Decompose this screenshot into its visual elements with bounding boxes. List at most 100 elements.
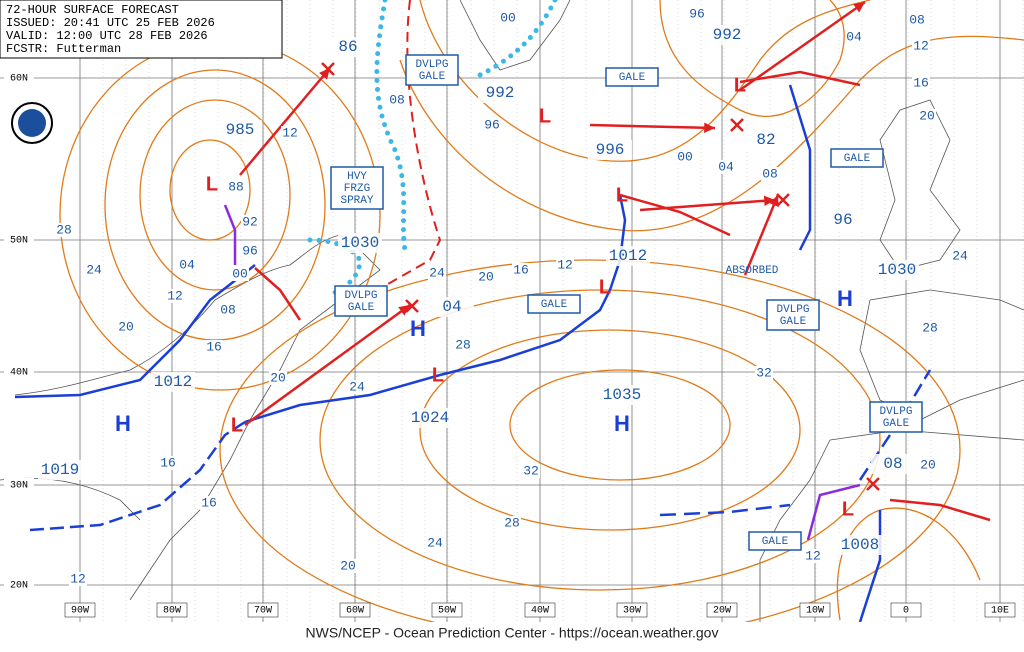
isobar-label-bg bbox=[951, 249, 969, 263]
isobar-label-bg bbox=[166, 289, 184, 303]
isobar bbox=[509, 369, 731, 481]
labels: 60N 50N 40N 30N 20N 90W 80W 70W 60W 50W 40W 30W 20W 1… bbox=[4, 6, 1016, 618]
center-pressure: 1012 bbox=[154, 373, 192, 391]
isobar-label: 04 bbox=[718, 159, 734, 174]
isobar-label-bg bbox=[556, 258, 574, 272]
longitude-label: 40W bbox=[531, 606, 549, 617]
warm-front bbox=[739, 70, 861, 87]
low-center: L bbox=[599, 276, 611, 298]
coordinate-box bbox=[4, 478, 34, 492]
warning-box bbox=[405, 54, 459, 86]
header-line: 72-HOUR SURFACE FORECAST bbox=[6, 3, 179, 17]
isobar-label-bg bbox=[454, 338, 472, 352]
cold-front bbox=[439, 289, 612, 377]
isobar-label: 96 bbox=[689, 6, 705, 21]
isobar-label-bg bbox=[159, 456, 177, 470]
isobar-label-bg bbox=[483, 118, 501, 132]
tracks bbox=[239, 0, 880, 491]
isobar-label-bg bbox=[231, 267, 249, 281]
center-pressure: 1024 bbox=[411, 409, 449, 427]
isobar-label: 28 bbox=[56, 222, 72, 237]
isobar-label-bg bbox=[205, 340, 223, 354]
isobar-label: 04 bbox=[179, 257, 195, 272]
pressure-box bbox=[588, 140, 632, 160]
isobar-label: 00 bbox=[500, 10, 516, 25]
warning-box bbox=[334, 285, 388, 317]
isobar bbox=[139, 99, 291, 291]
coordinate-box bbox=[890, 602, 922, 618]
low-center: L bbox=[206, 173, 218, 195]
isobar-label: 20 bbox=[118, 319, 134, 334]
isobar-label-bg bbox=[761, 167, 779, 181]
isobar-label-bg bbox=[912, 39, 930, 53]
cold-front bbox=[608, 194, 627, 291]
warning-text: GALE bbox=[541, 299, 568, 311]
isobar-label: 28 bbox=[922, 320, 938, 335]
isobar-label: 20 bbox=[920, 457, 936, 472]
coordinate-box bbox=[64, 602, 96, 618]
longitude-label: 60W bbox=[346, 606, 364, 617]
isobar-label-bg bbox=[717, 160, 735, 174]
isobar-label: 00 bbox=[677, 149, 693, 164]
warning-box bbox=[527, 294, 581, 314]
center-pressure: 1019 bbox=[41, 461, 79, 479]
isobar-label: 88 bbox=[228, 179, 244, 194]
isobar-label-bg bbox=[55, 223, 73, 237]
pressure-box bbox=[478, 83, 522, 103]
isobar-label: 96 bbox=[484, 117, 500, 132]
isobar-label-bg bbox=[428, 266, 446, 280]
isobar-label: 16 bbox=[160, 455, 176, 470]
logo-center bbox=[18, 109, 46, 137]
isobar bbox=[659, 0, 845, 117]
isobar-label: 24 bbox=[429, 265, 445, 280]
isobar-label: 24 bbox=[349, 379, 365, 394]
footer: NWS/NCEP - Ocean Prediction Center - htt… bbox=[306, 625, 719, 641]
isobar-label-bg bbox=[69, 572, 87, 586]
center-pressure: 1012 bbox=[609, 247, 647, 265]
warning-box bbox=[748, 531, 802, 551]
isobar-label: 28 bbox=[455, 337, 471, 352]
track-arrowhead bbox=[398, 305, 410, 316]
coordinate-box bbox=[706, 602, 738, 618]
high-center: H bbox=[115, 411, 131, 436]
cold-front bbox=[788, 84, 812, 251]
storm-track bbox=[589, 123, 716, 130]
latitude-label: 40N bbox=[10, 368, 28, 379]
coordinate-box bbox=[431, 602, 463, 618]
track-arrowhead bbox=[763, 195, 775, 207]
isobar-label-bg bbox=[227, 180, 245, 194]
center-pressure: 1008 bbox=[841, 536, 879, 554]
pressure-box bbox=[838, 535, 882, 555]
isobar-label-bg bbox=[503, 516, 521, 530]
warning-text: GALE bbox=[844, 153, 871, 165]
pressure-box bbox=[705, 25, 749, 45]
isobar-label-bg bbox=[281, 126, 299, 140]
forecast-position bbox=[321, 62, 335, 76]
isobar bbox=[419, 0, 871, 162]
ice-edge bbox=[307, 0, 558, 301]
isobar-label-bg bbox=[804, 549, 822, 563]
low-center: L bbox=[539, 105, 551, 127]
warm-front bbox=[254, 267, 302, 321]
longitude-label: 10W bbox=[806, 606, 824, 617]
isobar-label: 20 bbox=[270, 370, 286, 385]
isobar-label-bg bbox=[676, 150, 694, 164]
isobar-label-bg bbox=[117, 320, 135, 334]
storm-track bbox=[743, 194, 780, 276]
storm-track bbox=[244, 303, 411, 427]
coordinate-box bbox=[4, 233, 34, 247]
warning-text: GALE bbox=[780, 316, 807, 328]
isobar-label-bg bbox=[918, 109, 936, 123]
center-pressure: 985 bbox=[226, 121, 255, 139]
longitude-label: 70W bbox=[254, 606, 272, 617]
low-center: L bbox=[231, 414, 243, 436]
center-pressure: 996 bbox=[596, 141, 625, 159]
isobar-label: 20 bbox=[340, 558, 356, 573]
coordinate-box bbox=[339, 602, 371, 618]
freezing-spray-area bbox=[359, 0, 442, 301]
warning-text: FRZG bbox=[344, 183, 370, 195]
warning-text: SPRAY bbox=[340, 195, 373, 207]
ice-edge bbox=[374, 0, 408, 253]
warning-text: GALE bbox=[348, 302, 375, 314]
